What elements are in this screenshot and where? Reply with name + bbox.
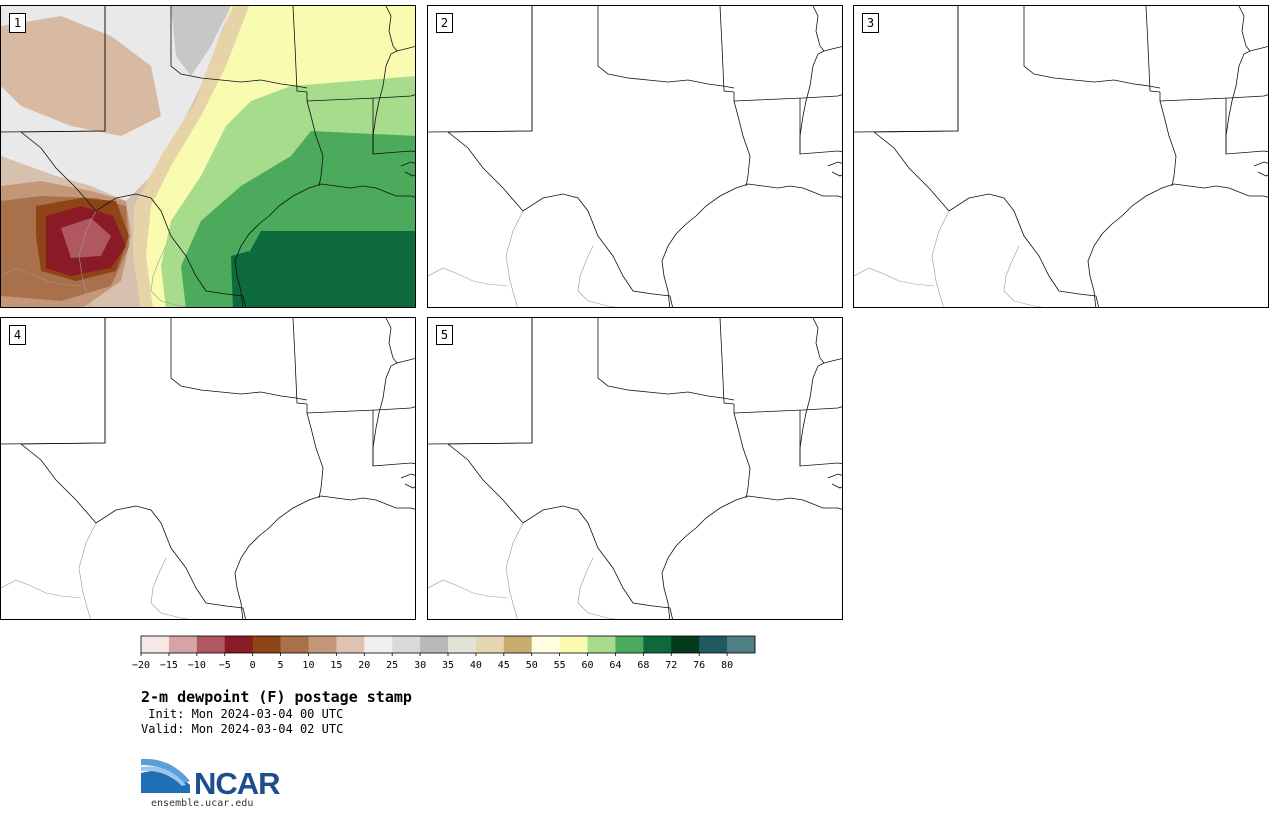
colorbar-tick-label: −10 xyxy=(188,660,206,671)
valid-time: Valid: Mon 2024-03-04 02 UTC xyxy=(141,722,344,736)
colorbar-swatch xyxy=(336,636,365,653)
stamp-panel-5: 5 xyxy=(427,317,843,620)
stamp-panel-4: 4 xyxy=(0,317,416,620)
colorbar-swatch xyxy=(503,636,533,653)
product-title: 2-m dewpoint (F) postage stamp xyxy=(141,688,412,706)
colorbar-tick-label: 60 xyxy=(582,660,594,671)
logo-text: NCAR xyxy=(194,766,280,800)
colorbar: −20 −15 −10 −5 0 5 10 15 20 25 30 35 40 45 50 55 60 64 68 7… xyxy=(132,635,756,671)
panel-number: 4 xyxy=(9,325,26,345)
colorbar-swatch xyxy=(196,636,226,653)
site-url: ensemble.ucar.edu xyxy=(151,798,254,809)
colorbar-tick-label: 15 xyxy=(330,660,342,671)
stamp-panel-2: 2 xyxy=(427,5,843,308)
colorbar-tick-label: −5 xyxy=(219,660,231,671)
colorbar-tick-label: 50 xyxy=(526,660,538,671)
colorbar-tick-label: 55 xyxy=(554,660,566,671)
colorbar-swatch xyxy=(392,636,421,653)
panel-number: 3 xyxy=(862,13,879,33)
panel-number: 1 xyxy=(9,13,26,33)
ncar-logo: NCAR xyxy=(141,758,281,800)
colorbar-swatch xyxy=(141,636,170,653)
colorbar-swatch xyxy=(448,636,477,653)
panel-number: 2 xyxy=(436,13,453,33)
colorbar-swatch xyxy=(559,636,588,653)
colorbar-swatch xyxy=(671,636,700,653)
colorbar-tick-label: 0 xyxy=(250,660,256,671)
dewpoint-map-2 xyxy=(428,6,842,307)
colorbar-tick-label: 68 xyxy=(637,660,649,671)
colorbar-swatch xyxy=(531,636,561,653)
colorbar-tick-label: 5 xyxy=(278,660,284,671)
colorbar-tick-label: 40 xyxy=(470,660,482,671)
colorbar-tick-label: 25 xyxy=(386,660,398,671)
colorbar-swatch xyxy=(252,636,281,653)
init-time: Init: Mon 2024-03-04 00 UTC xyxy=(141,707,344,721)
colorbar-swatch xyxy=(168,636,198,653)
colorbar-swatch xyxy=(280,636,309,653)
colorbar-swatch xyxy=(587,636,616,653)
colorbar-swatch xyxy=(643,636,672,653)
colorbar-swatch xyxy=(615,636,644,653)
colorbar-swatch xyxy=(308,636,337,653)
colorbar-swatch xyxy=(727,636,756,653)
panel-number: 5 xyxy=(436,325,453,345)
colorbar-swatch xyxy=(224,636,254,653)
dewpoint-map-3 xyxy=(854,6,1268,307)
colorbar-tick-label: 45 xyxy=(498,660,510,671)
colorbar-tick-label: −20 xyxy=(132,660,150,671)
colorbar-swatch xyxy=(364,636,393,653)
colorbar-tick-label: 64 xyxy=(609,660,621,671)
colorbar-tick-label: 76 xyxy=(693,660,705,671)
colorbar-tick-label: 20 xyxy=(358,660,370,671)
dewpoint-map-5 xyxy=(428,318,842,619)
dewpoint-map-1 xyxy=(1,6,415,307)
stamp-panel-3: 3 xyxy=(853,5,1269,308)
colorbar-tick-label: 72 xyxy=(665,660,677,671)
stamp-panel-1: 1 xyxy=(0,5,416,308)
colorbar-swatch xyxy=(420,636,449,653)
dewpoint-map-4 xyxy=(1,318,415,619)
colorbar-tick-label: −15 xyxy=(160,660,178,671)
colorbar-tick-label: 30 xyxy=(414,660,426,671)
colorbar-swatch xyxy=(699,636,728,653)
colorbar-tick-label: 35 xyxy=(442,660,454,671)
colorbar-swatch xyxy=(475,636,505,653)
colorbar-tick-label: 10 xyxy=(302,660,314,671)
colorbar-tick-label: 80 xyxy=(721,660,733,671)
